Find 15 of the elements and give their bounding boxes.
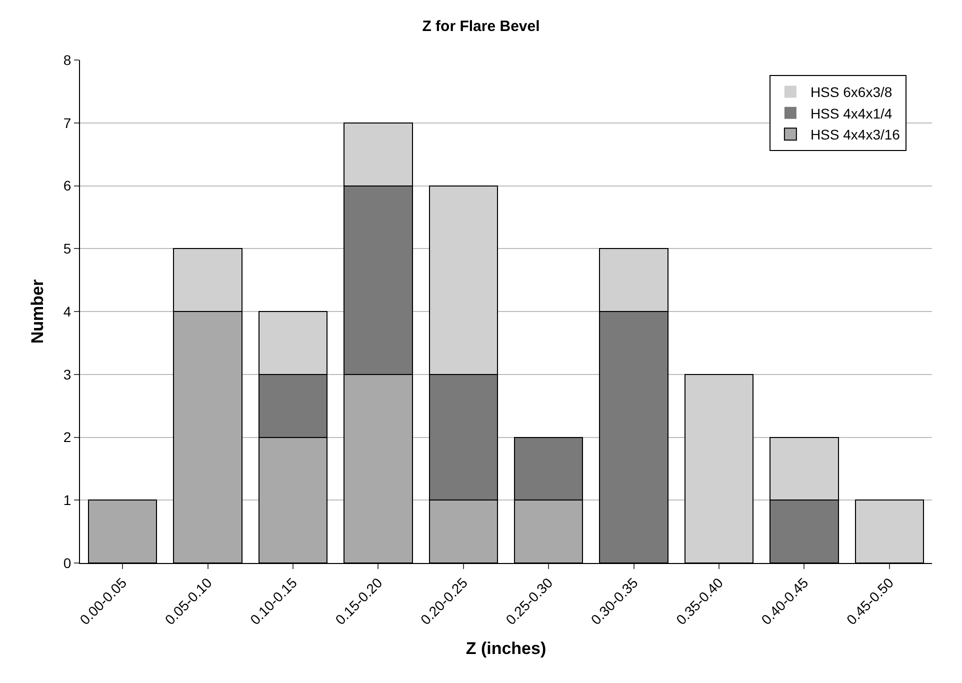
chart-title: Z for Flare Bevel [422, 18, 540, 35]
x-axis-title: Z (inches) [466, 639, 546, 658]
y-axis-title: Number [28, 279, 47, 344]
y-tick-label: 7 [63, 114, 72, 131]
legend-label: HSS 4x4x3/16 [810, 126, 900, 143]
y-tick-label: 6 [63, 178, 72, 194]
legend-label: HSS 6x6x3/8 [810, 84, 892, 100]
y-tick-label: 4 [63, 303, 72, 320]
y-tick-label: 0 [63, 554, 72, 571]
y-tick-label: 8 [63, 52, 72, 68]
y-tick-label: 5 [63, 240, 72, 257]
y-tick-label: 1 [63, 492, 72, 508]
legend-label: HSS 4x4x1/4 [810, 105, 892, 122]
y-tick-label: 2 [63, 429, 72, 446]
y-tick-label: 3 [63, 366, 72, 382]
